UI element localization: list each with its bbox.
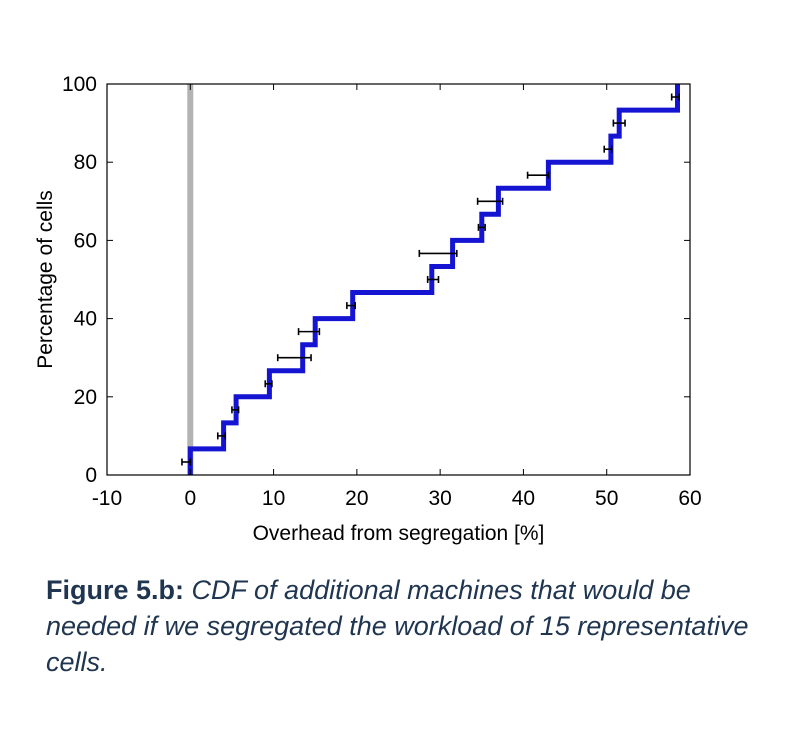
error-bar (670, 93, 680, 101)
x-tick-label: 20 (345, 487, 368, 510)
error-bar (297, 328, 321, 336)
plot-frame (106, 83, 691, 476)
error-bar (477, 223, 486, 231)
y-tick-label: 80 (74, 151, 97, 174)
x-axis-title: Overhead from segregation [%] (253, 522, 545, 545)
figure-caption: Figure 5.b: CDF of additional machines t… (46, 572, 766, 680)
error-bar (346, 302, 356, 310)
error-bar (476, 197, 504, 205)
x-tick-label: 60 (678, 487, 701, 510)
y-axis-title: Percentage of cells (34, 190, 57, 369)
y-tick-label: 60 (74, 229, 97, 252)
error-bar (231, 406, 240, 414)
error-bar (276, 354, 312, 362)
error-bar (418, 249, 458, 257)
error-bar (181, 458, 192, 466)
error-bar (603, 145, 613, 153)
error-bar (426, 276, 440, 283)
x-tick-label: 0 (184, 487, 196, 510)
y-tick-label: 0 (85, 464, 97, 487)
error-bar (216, 432, 227, 440)
x-tick-label: 50 (595, 487, 618, 510)
y-tick-label: 100 (62, 73, 97, 96)
error-bar (264, 380, 273, 388)
error-bar (612, 119, 626, 127)
figure-caption-text: CDF of additional machines that would be… (46, 575, 749, 677)
x-tick-label: -10 (92, 487, 122, 510)
y-tick-label: 20 (74, 386, 97, 409)
x-tick-label: 30 (428, 487, 451, 510)
y-tick-label: 40 (74, 308, 97, 331)
x-tick-label: 10 (262, 487, 285, 510)
error-bar-layer (181, 93, 680, 466)
error-bar (526, 171, 550, 179)
figure-label: Figure 5.b: (46, 575, 185, 605)
x-tick-label: 40 (512, 487, 535, 510)
